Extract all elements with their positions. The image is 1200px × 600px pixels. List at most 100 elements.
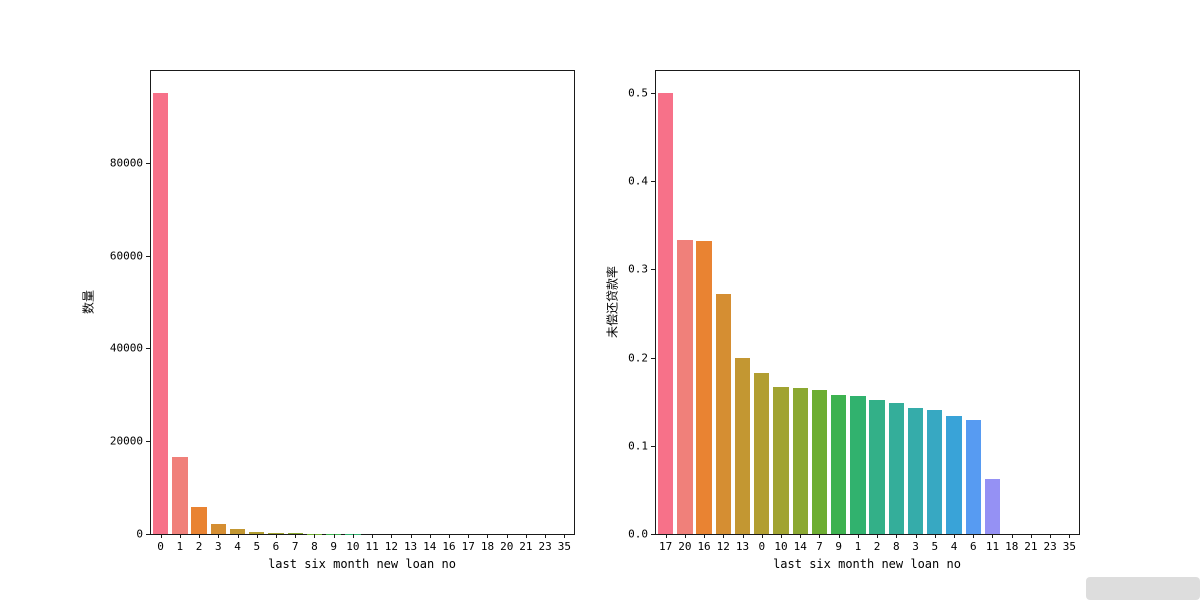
x-tick-label: 12 (716, 540, 730, 553)
x-tick-label: 23 (1043, 540, 1057, 553)
y-tick-label: 0 (136, 527, 143, 541)
x-tick-mark (742, 534, 744, 538)
x-tick-label: 16 (442, 540, 456, 553)
x-tick-label: 0 (758, 540, 766, 553)
x-tick-mark (819, 534, 821, 538)
x-tick-label: 4 (950, 540, 958, 553)
x-tick-label: 7 (291, 540, 299, 553)
x-tick-mark (704, 534, 706, 538)
watermark-overlay (1086, 577, 1200, 600)
x-tick-mark (877, 534, 879, 538)
x-tick-mark (506, 534, 508, 538)
x-tick-label: 13 (735, 540, 750, 553)
x-tick-mark (487, 534, 489, 538)
x-tick-label: 11 (365, 540, 379, 553)
x-tick-label: 18 (1005, 540, 1019, 553)
x-tick-label: 21 (1024, 540, 1038, 553)
y-tick-mark (651, 181, 655, 183)
x-tick-mark (564, 534, 566, 538)
x-tick-label: 21 (519, 540, 533, 553)
x-tick-mark (1069, 534, 1071, 538)
y-tick-label: 0.2 (628, 351, 648, 365)
x-tick-mark (684, 534, 686, 538)
bar-13 (734, 357, 751, 534)
x-tick-label: 14 (423, 540, 437, 553)
bar-14 (792, 387, 808, 534)
x-tick-mark (429, 534, 431, 538)
bar-5 (927, 409, 943, 534)
x-tick-label: 11 (985, 540, 1000, 553)
x-tick-label: 3 (214, 540, 222, 553)
y-tick-mark (651, 534, 655, 535)
x-tick-mark (525, 534, 527, 538)
x-tick-label: 1 (854, 540, 862, 553)
x-tick-label: 9 (835, 540, 842, 553)
x-tick-mark (199, 534, 201, 538)
bar-3 (210, 524, 226, 534)
y-tick-mark (146, 255, 150, 257)
bar-1 (172, 456, 188, 534)
x-tick-label: 9 (330, 540, 337, 553)
x-tick-mark (838, 534, 840, 538)
bar-6 (268, 532, 284, 534)
y-tick-mark (651, 445, 655, 447)
x-tick-label: 2 (873, 540, 881, 553)
x-tick-label: 6 (969, 540, 977, 553)
x-tick-label: 16 (697, 540, 711, 553)
x-tick-label: 8 (311, 540, 318, 553)
y-tick-mark (146, 162, 150, 164)
plot-area-count: 0 1 2 3 4 5 6 7 8 9 10 11 12 13 14 16 17 18 20 21 23 35 0 20000… (110, 70, 575, 553)
y-tick-label: 0.0 (628, 527, 648, 541)
x-tick-mark (352, 534, 354, 538)
x-tick-mark (372, 534, 374, 538)
x-tick-label: 13 (403, 540, 418, 553)
x-tick-label: 3 (912, 540, 919, 553)
bar-8 (888, 402, 905, 534)
x-tick-mark (1011, 534, 1013, 538)
x-tick-label: 8 (893, 540, 900, 553)
y-tick-label: 0.1 (628, 439, 648, 453)
x-tick-mark (545, 534, 547, 538)
x-tick-mark (295, 534, 297, 538)
x-tick-mark (973, 534, 975, 538)
x-tick-label: 6 (272, 540, 280, 553)
x-tick-mark (275, 534, 277, 538)
x-tick-label: 17 (461, 540, 475, 553)
bar-17 (657, 93, 674, 534)
y-tick-label: 80000 (109, 156, 143, 170)
bar-7 (287, 533, 303, 534)
y-tick-mark (146, 441, 150, 443)
x-tick-mark (780, 534, 782, 538)
x-tick-label: 5 (253, 540, 261, 553)
x-tick-mark (934, 534, 936, 538)
x-tick-mark (800, 534, 802, 538)
bar-1 (850, 396, 866, 534)
x-tick-mark (237, 534, 239, 538)
y-tick-mark (146, 534, 150, 535)
x-axis-label-rate: last six month new loan no (773, 557, 961, 571)
x-tick-mark (218, 534, 220, 538)
x-tick-label: 7 (816, 540, 823, 553)
y-axis-label-rate: 未偿还贷款率 (605, 265, 620, 339)
x-tick-mark (179, 534, 181, 538)
x-tick-label: 4 (234, 540, 241, 553)
x-tick-mark (992, 534, 994, 538)
x-tick-label: 14 (793, 540, 807, 553)
y-tick-label: 0.4 (628, 174, 648, 188)
x-tick-mark (160, 534, 162, 538)
x-tick-label: 35 (557, 540, 571, 553)
x-tick-label: 23 (538, 540, 552, 553)
bar-3 (907, 407, 924, 534)
bar-11 (984, 479, 1001, 534)
x-tick-mark (896, 534, 898, 538)
x-tick-label: 12 (384, 540, 398, 553)
y-tick-mark (651, 357, 655, 359)
bar-20 (677, 240, 693, 534)
bar-16 (696, 241, 712, 534)
x-tick-mark (665, 534, 667, 538)
bar-4 (229, 529, 246, 534)
x-tick-label: 10 (774, 540, 788, 553)
x-tick-mark (1050, 534, 1052, 538)
y-tick-label: 40000 (109, 341, 143, 355)
bar-0 (152, 93, 169, 534)
